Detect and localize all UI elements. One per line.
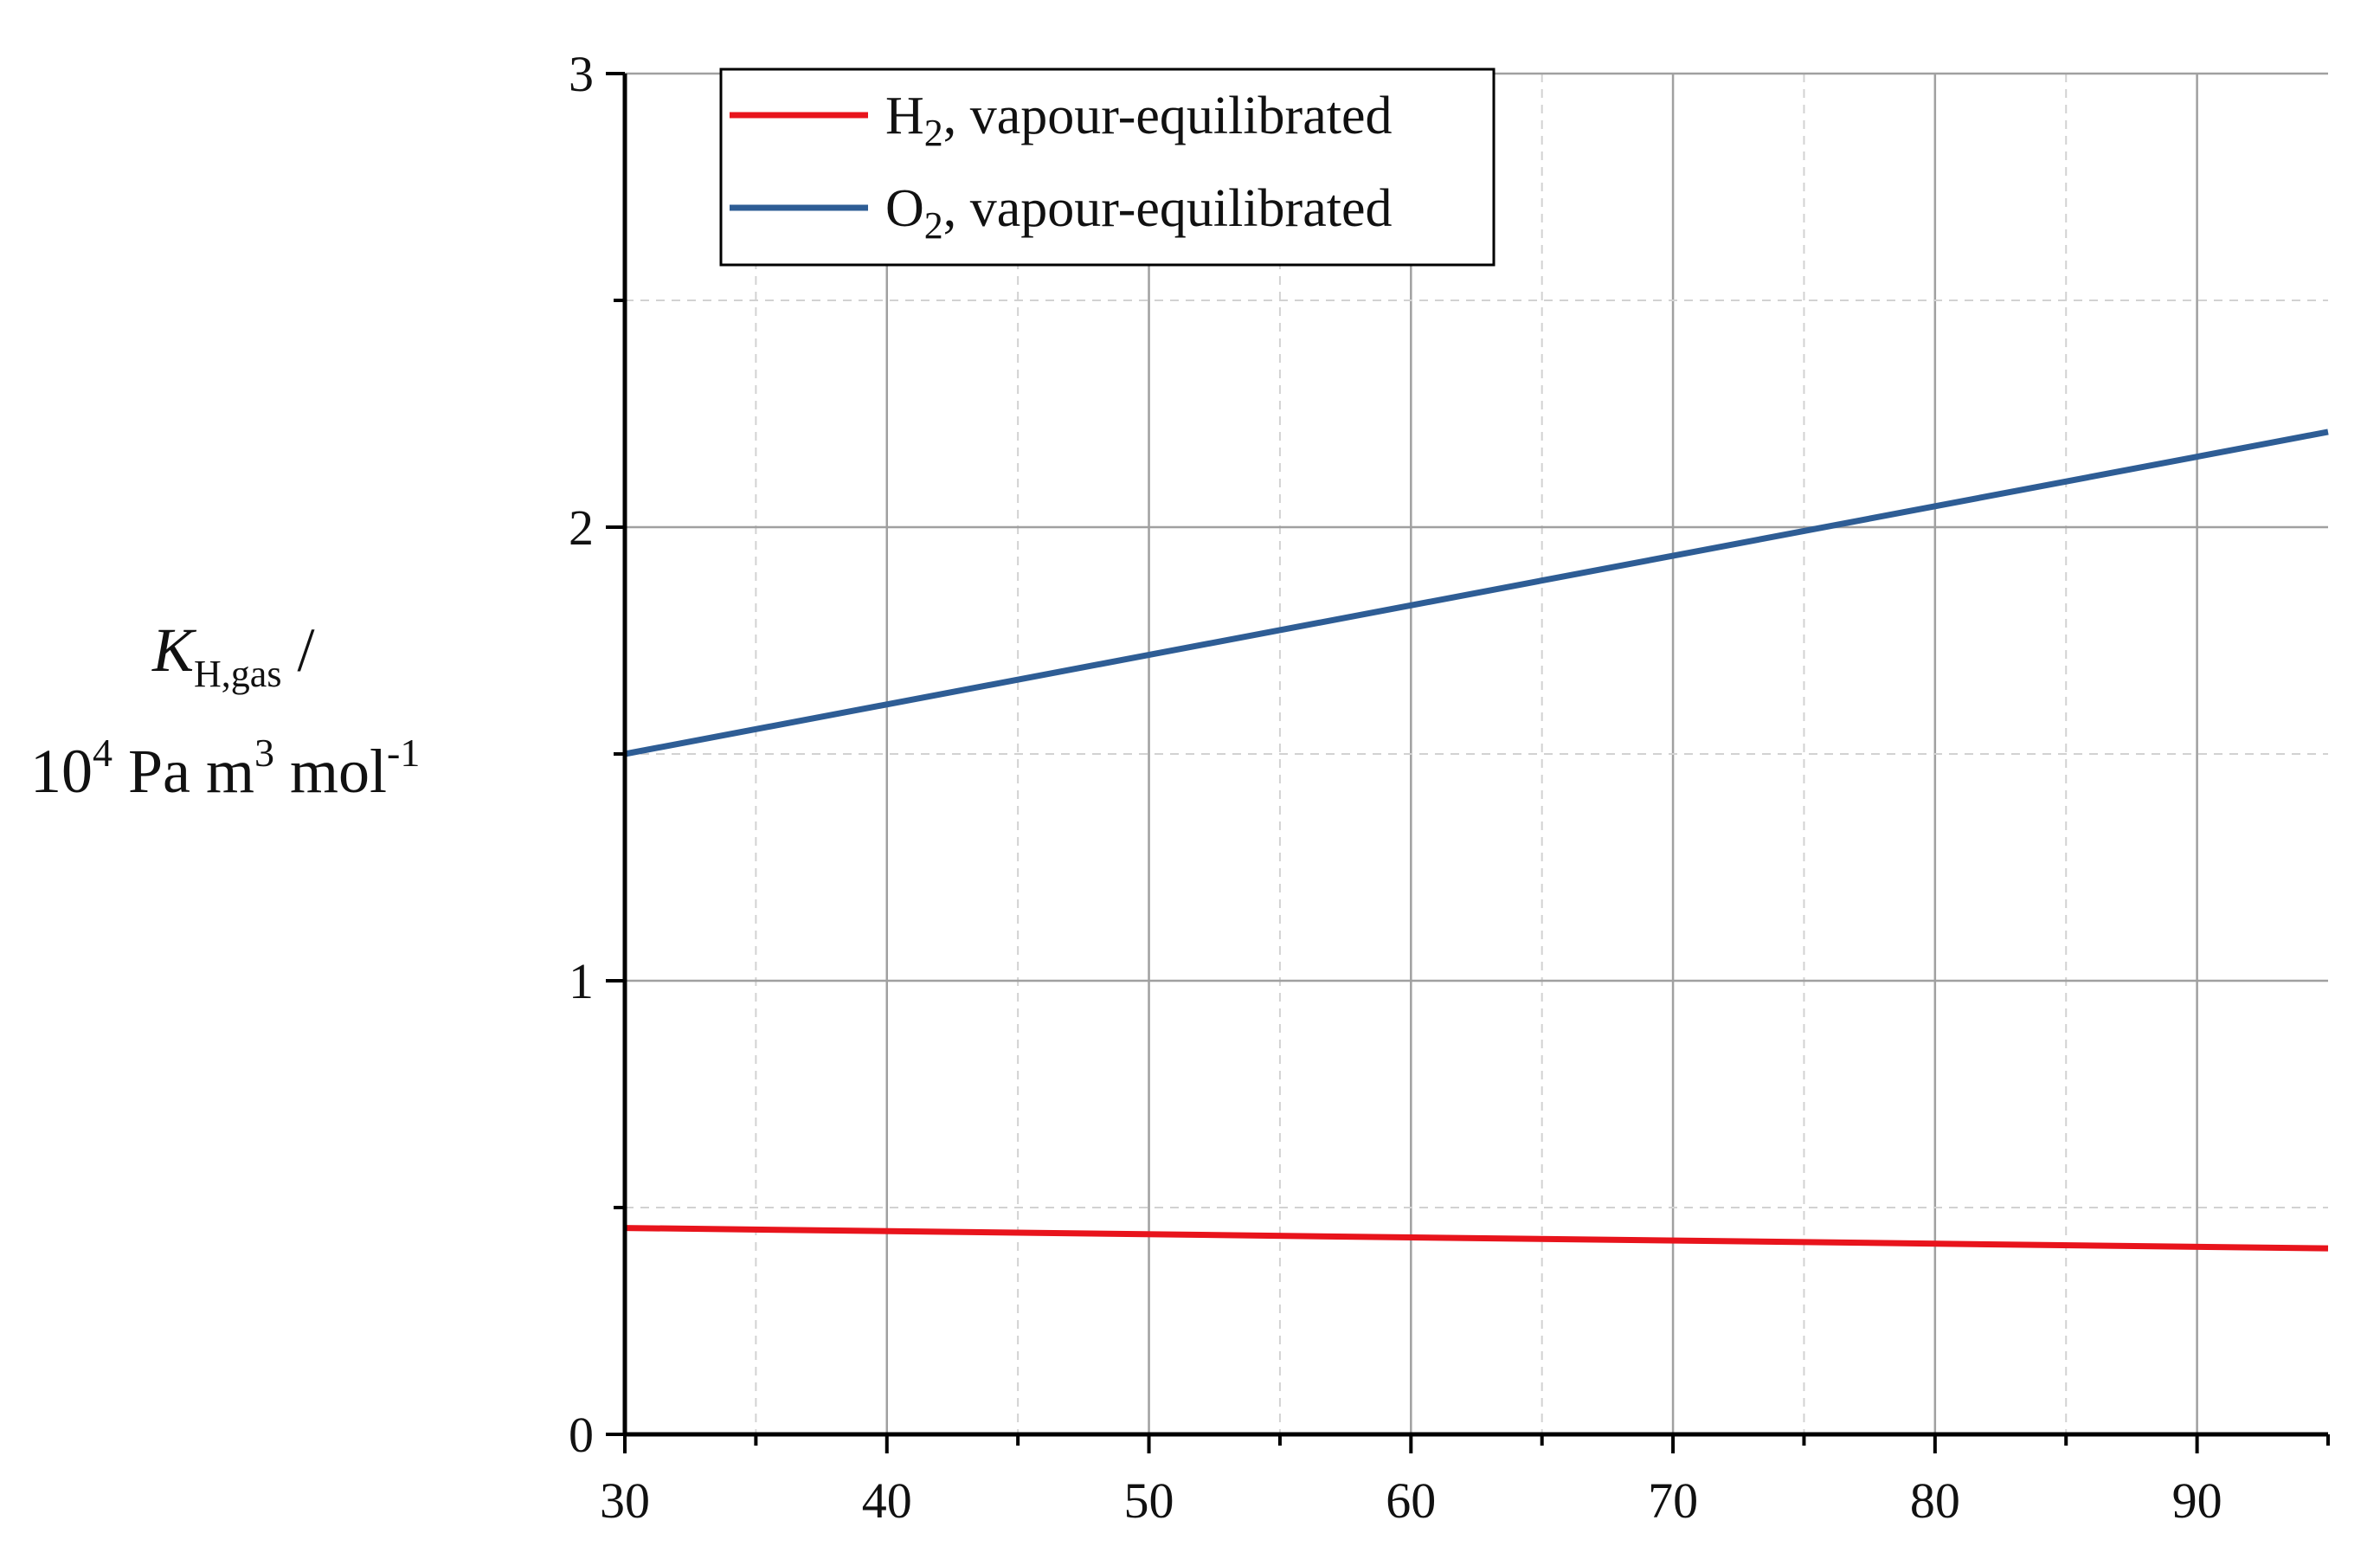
y-axis-title: KH,gas / 104 Pa m3 mol-1 [30,615,420,806]
x-tick-label: 30 [600,1472,650,1529]
x-tick-label: 60 [1386,1472,1436,1529]
x-tick-label: 70 [1648,1472,1698,1529]
y-tick-label: 1 [569,953,594,1009]
y-tick-label: 3 [569,46,594,102]
series-lines [624,428,2329,1252]
legend-box [719,68,1496,267]
series-line-o2 [624,428,2329,757]
y-axis-title-line2: 104 Pa m3 mol-1 [30,731,420,806]
ticks [606,72,2330,1453]
legend: H2, vapour-equilibrated O2, vapour-equil… [719,68,1496,267]
y-tick-label: 0 [569,1407,594,1463]
legend-label-h2: H2, vapour-equilibrated [885,87,1392,154]
x-tick-label: 40 [862,1472,912,1529]
tick-labels: 30 40 50 60 70 80 90 0 1 2 3 [569,46,2222,1529]
series-line-h2 [624,1225,2329,1252]
y-axis-title-line1: KH,gas / [151,615,314,695]
x-tick-label: 80 [1910,1472,1960,1529]
legend-label-o2: O2, vapour-equilibrated [885,179,1392,247]
x-tick-label: 50 [1124,1472,1174,1529]
y-tick-label: 2 [569,499,594,556]
x-tick-label: 90 [2172,1472,2222,1529]
